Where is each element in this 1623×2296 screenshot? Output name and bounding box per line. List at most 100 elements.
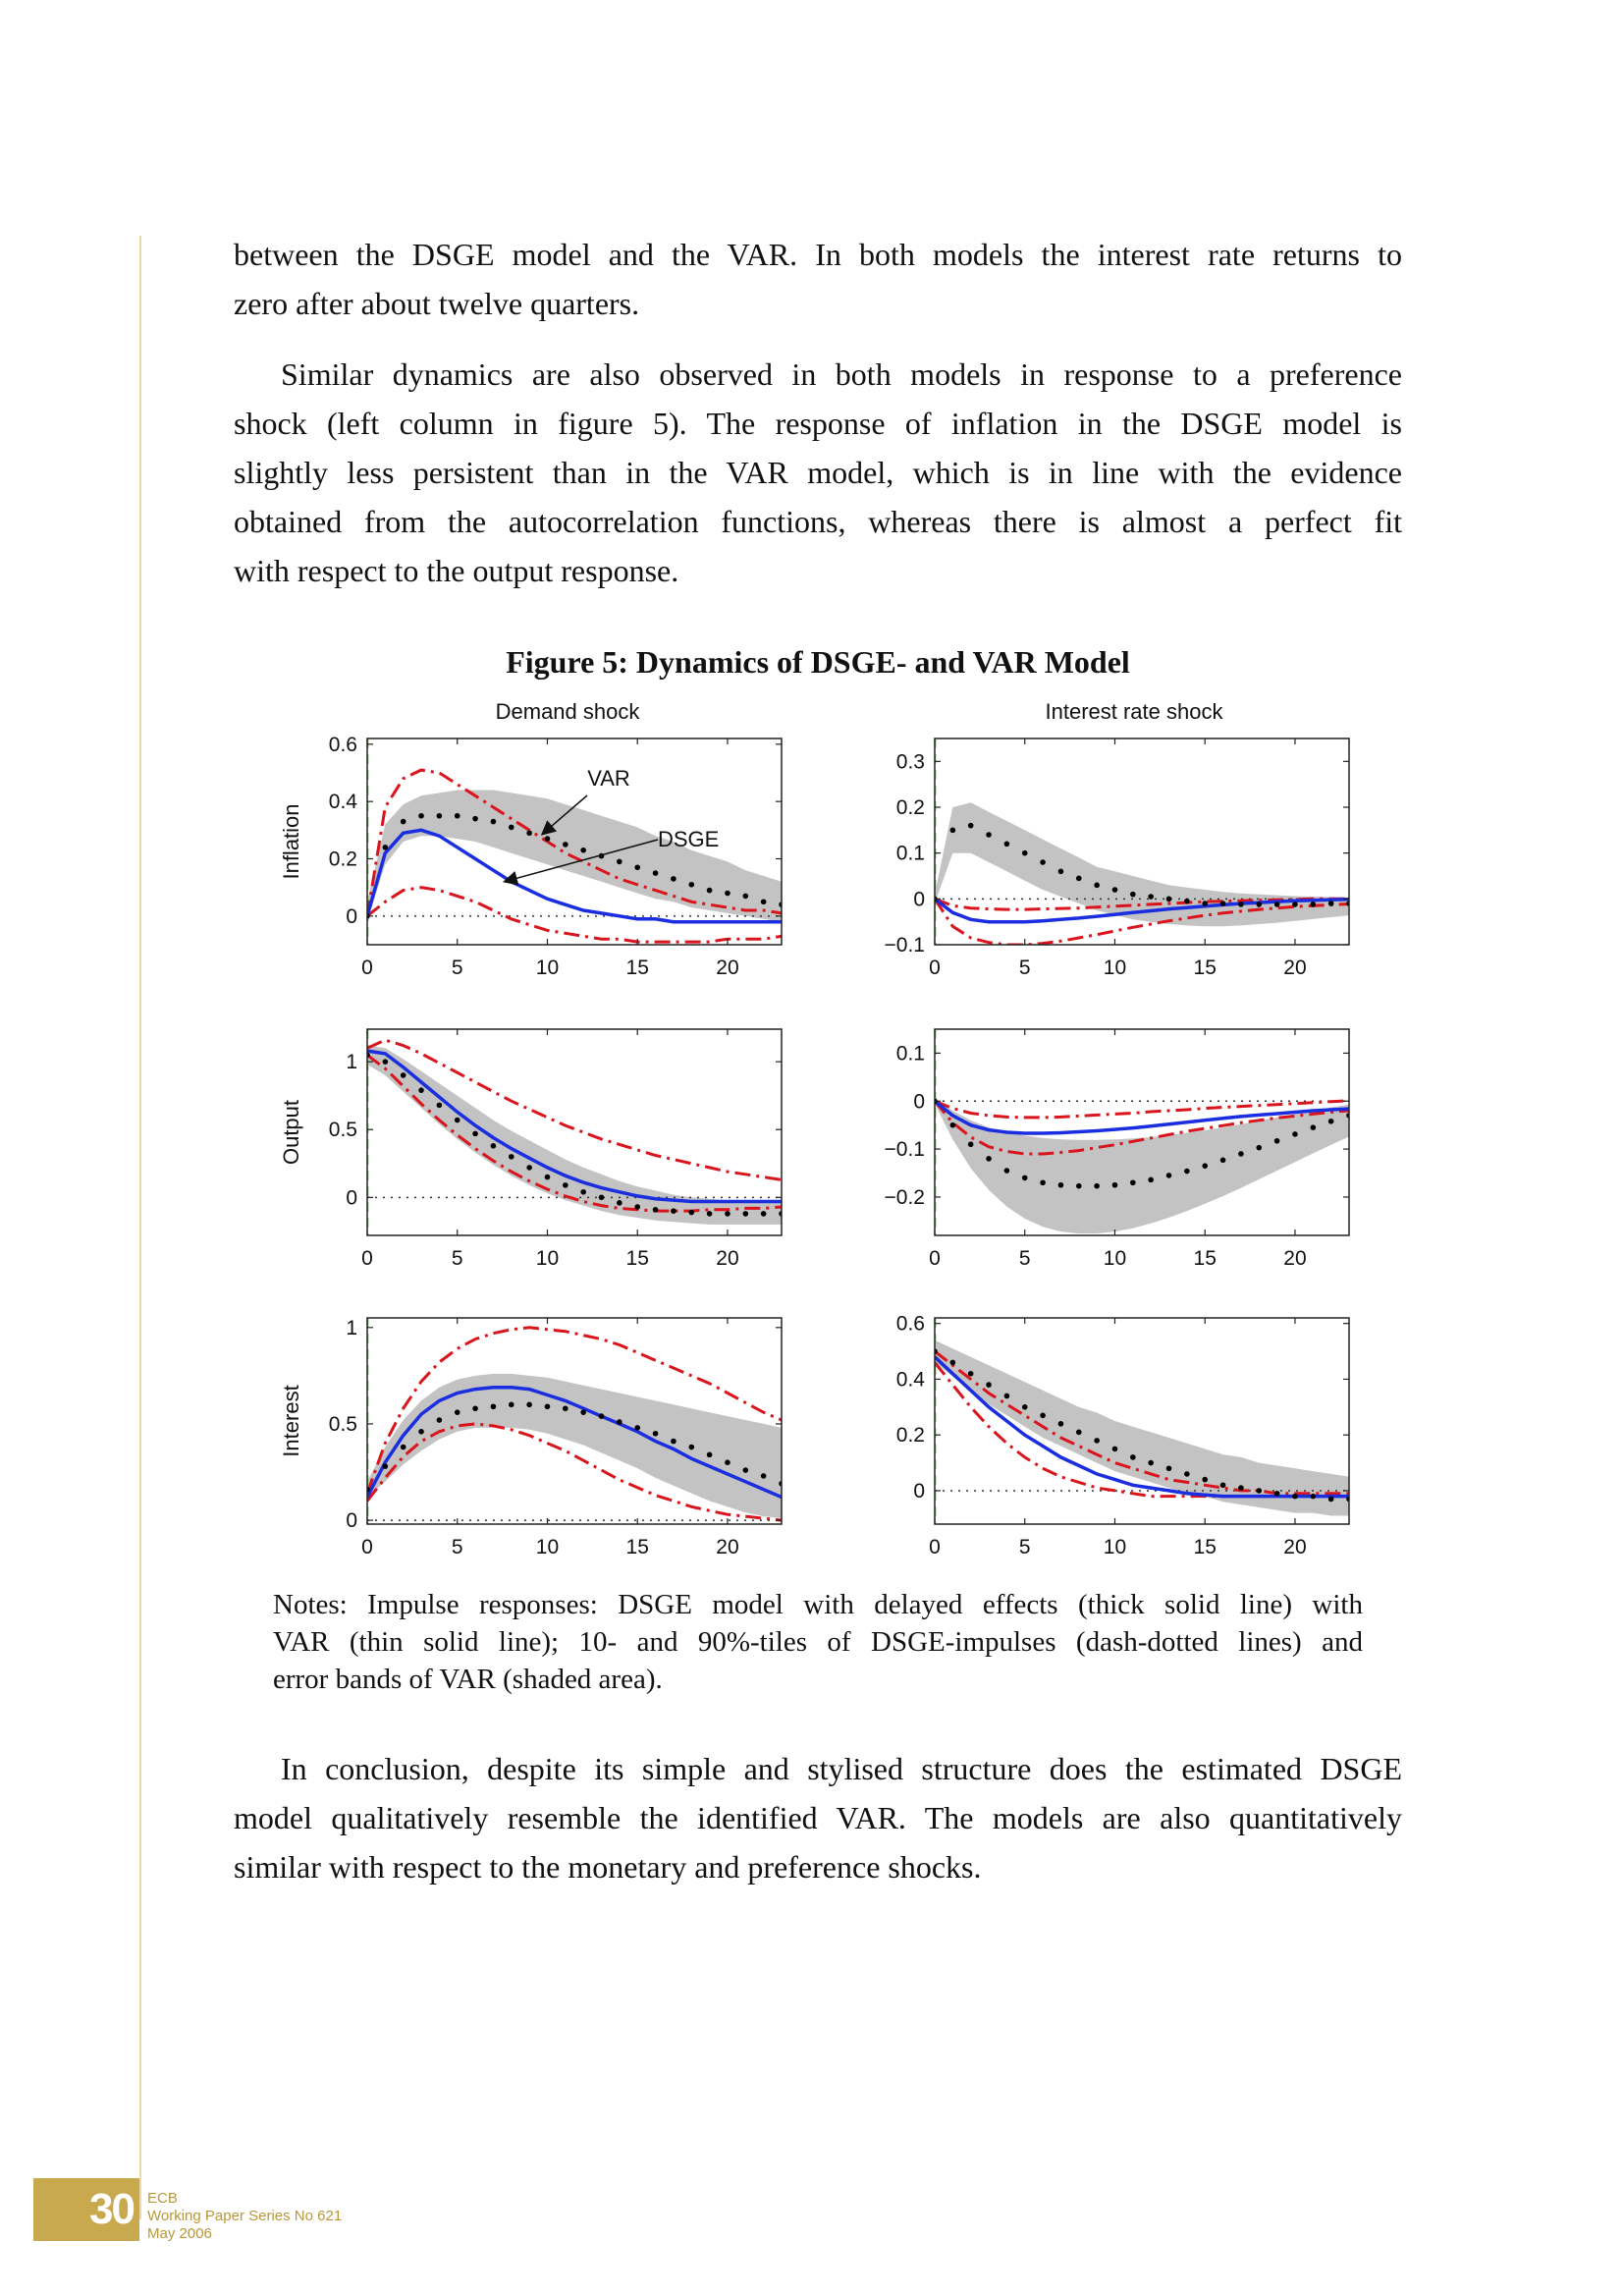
y-tick-label: 0.6 bbox=[896, 1313, 925, 1336]
var-dot bbox=[634, 1204, 641, 1210]
var-dot bbox=[1094, 1182, 1100, 1189]
var-dot bbox=[1057, 868, 1064, 875]
y-tick-label: 0 bbox=[346, 1186, 357, 1209]
var-dot bbox=[563, 842, 568, 847]
var-dot bbox=[949, 1359, 956, 1366]
x-tick-label: 20 bbox=[1283, 1247, 1306, 1270]
var-dot bbox=[967, 822, 974, 829]
var-dot bbox=[563, 1405, 568, 1412]
var-dot bbox=[634, 1425, 641, 1431]
var-dot bbox=[742, 1211, 749, 1217]
row-label-output: Output bbox=[279, 1100, 303, 1165]
annotation-dsge: DSGE bbox=[658, 827, 719, 851]
var-dot bbox=[1327, 1118, 1334, 1124]
y-tick-label: 0.2 bbox=[896, 796, 925, 819]
margin-rule bbox=[139, 236, 141, 2219]
panel-frame bbox=[934, 738, 1350, 946]
var-dot bbox=[1165, 1465, 1172, 1472]
var-dot bbox=[544, 1174, 551, 1180]
var-error-band bbox=[935, 1098, 1349, 1233]
var-dot bbox=[1130, 891, 1136, 898]
var-dot bbox=[688, 1444, 695, 1450]
dsge-impulse-line bbox=[367, 1049, 782, 1204]
var-dot bbox=[490, 1403, 497, 1410]
var-dot bbox=[967, 1141, 974, 1148]
var-dot bbox=[671, 1438, 676, 1445]
footer-line-series: Working Paper Series No 621 bbox=[147, 2208, 343, 2224]
y-tick-label: 0.5 bbox=[329, 1413, 357, 1436]
x-tick-label: 0 bbox=[361, 957, 373, 979]
var-dot bbox=[949, 827, 956, 834]
column-title-demand-shock: Demand shock bbox=[495, 699, 640, 724]
paragraph-line: zero after about twelve quarters. bbox=[234, 286, 640, 321]
var-dot bbox=[725, 1459, 730, 1465]
panel-plot-area bbox=[935, 1029, 1349, 1235]
var-dot bbox=[472, 1130, 478, 1137]
footer-line-date: May 2006 bbox=[147, 2225, 212, 2242]
var-dot bbox=[949, 1121, 956, 1128]
panel-plot-area bbox=[367, 1318, 782, 1524]
var-dot bbox=[1111, 887, 1118, 893]
var-dot bbox=[526, 830, 532, 837]
annotation-var-arrow bbox=[540, 794, 588, 836]
var-dot bbox=[652, 1206, 659, 1213]
paragraph-line: similar with respect to the monetary and… bbox=[234, 1849, 982, 1885]
panel-interest-inflation: 0 5 10 15 20−0.100.10.20.3 bbox=[885, 738, 1350, 979]
x-tick-label: 10 bbox=[1104, 1247, 1126, 1270]
var-dot bbox=[1273, 902, 1280, 907]
var-dot bbox=[1094, 1438, 1100, 1444]
x-tick-label: 10 bbox=[536, 1536, 559, 1558]
var-dot bbox=[706, 1451, 713, 1458]
panel-plot-area bbox=[935, 738, 1349, 945]
var-dot bbox=[1219, 1482, 1226, 1489]
var-dot bbox=[1219, 901, 1226, 906]
var-dot bbox=[598, 1194, 605, 1201]
y-tick-label: 0.3 bbox=[896, 750, 925, 773]
paragraph-line: model qualitatively resemble the identif… bbox=[234, 1800, 1402, 1835]
var-dot bbox=[1148, 1459, 1154, 1466]
y-tick-label: 0.2 bbox=[896, 1424, 925, 1447]
panel-frame bbox=[366, 1028, 783, 1236]
notes-line: VAR (thin solid line); 10- and 90%-tiles… bbox=[273, 1626, 1363, 1658]
var-dot bbox=[986, 832, 992, 838]
var-dot bbox=[1040, 1412, 1046, 1419]
var-dot bbox=[1310, 902, 1317, 907]
y-tick-label: 0 bbox=[346, 905, 357, 928]
figure-title: Figure 5: Dynamics of DSGE- and VAR Mode… bbox=[506, 644, 1130, 680]
x-tick-label: 5 bbox=[452, 1247, 463, 1270]
var-dot bbox=[1292, 902, 1298, 907]
x-tick-label: 5 bbox=[452, 957, 463, 979]
panel-plot-area bbox=[367, 738, 782, 945]
var-dot bbox=[1021, 1175, 1028, 1181]
panel-frame bbox=[934, 1028, 1350, 1236]
panel-demand-interest: 0 5 10 15 20 0 0.5 1 Interest bbox=[279, 1317, 783, 1558]
notes-line: error bands of VAR (shaded area). bbox=[273, 1664, 663, 1695]
dsge-impulse-line bbox=[935, 897, 1349, 924]
var-dot bbox=[436, 812, 443, 819]
paragraph-1: between the DSGE model and the VAR. In b… bbox=[234, 230, 1402, 328]
var-dot bbox=[1130, 1179, 1136, 1186]
page-number: 30 bbox=[33, 2178, 139, 2241]
var-dot bbox=[400, 1444, 406, 1450]
dsge-10th-percentile-line bbox=[367, 1054, 782, 1213]
dsge-10th-percentile-line bbox=[935, 1100, 1349, 1156]
x-tick-label: 0 bbox=[929, 1247, 941, 1270]
var-dot bbox=[1238, 902, 1244, 907]
var-dot bbox=[760, 899, 767, 905]
var-dot bbox=[508, 824, 514, 831]
var-dot bbox=[1165, 896, 1172, 902]
var-dot bbox=[1003, 841, 1010, 847]
x-tick-label: 5 bbox=[1019, 1536, 1031, 1558]
var-dot bbox=[544, 836, 551, 842]
annotation-dsge-arrow bbox=[502, 839, 659, 886]
y-tick-label: 1 bbox=[346, 1051, 357, 1073]
var-dot bbox=[382, 1463, 389, 1469]
var-dot bbox=[742, 1467, 749, 1473]
var-dot bbox=[706, 887, 713, 894]
y-tick-label: −0.1 bbox=[885, 934, 925, 957]
row-label-inflation: Inflation bbox=[279, 803, 303, 879]
y-tick-label: 0.2 bbox=[329, 848, 357, 871]
var-dot bbox=[382, 845, 389, 850]
var-dot bbox=[526, 1165, 532, 1171]
